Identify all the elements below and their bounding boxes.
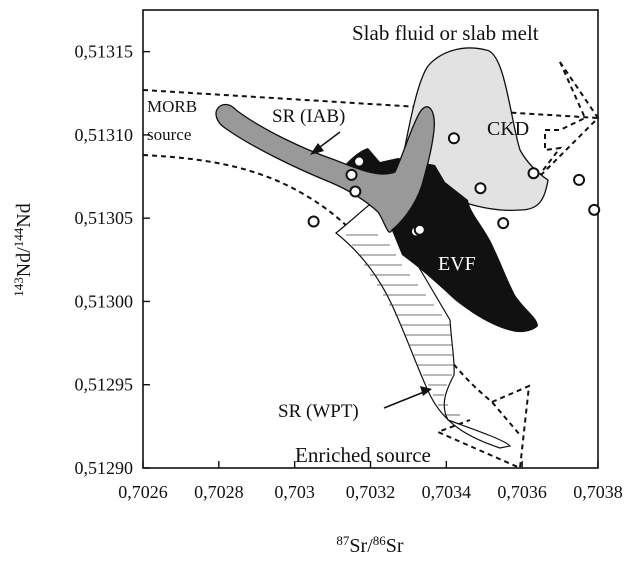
data-point xyxy=(413,223,426,236)
y-axis-label-sup1: 143 xyxy=(11,277,26,297)
axis-ticks xyxy=(142,50,599,469)
annotation-arrow-sr-iab xyxy=(310,131,341,155)
axis-tick-labels: 0,7026 0,7028 0,703 0,7032 0,7034 0,7036 0,703… xyxy=(75,42,623,502)
x-axis-label: 87Sr/86Sr xyxy=(336,533,403,558)
x-tick-label: 0,7026 xyxy=(118,482,168,502)
y-axis-label-sup2: 144 xyxy=(11,227,26,247)
data-point xyxy=(307,215,320,228)
field-regions xyxy=(142,47,600,470)
x-tick-label: 0,7036 xyxy=(497,482,547,502)
x-axis-label-sup2: 86 xyxy=(373,533,387,548)
envelope-right-arrow-dashed xyxy=(533,61,600,183)
annotation-slab: Slab fluid or slab melt xyxy=(352,21,539,45)
x-axis-label-main2: Sr xyxy=(386,535,404,557)
data-point xyxy=(588,203,601,216)
data-point xyxy=(527,167,540,180)
x-tick-label: 0,7032 xyxy=(346,482,396,502)
x-tick-label: 0,703 xyxy=(274,482,315,502)
annotation-ckd: CKD xyxy=(487,118,529,140)
sr-iab-field xyxy=(215,103,435,233)
y-tick-label: 0,51305 xyxy=(75,208,134,228)
annotation-arrow-sr-wpt xyxy=(383,386,432,409)
y-tick-label: 0,51295 xyxy=(75,375,134,395)
arrow-slab-dashed xyxy=(533,61,587,183)
y-axis-label-main2: Nd xyxy=(13,203,35,227)
annotation-morb-source: source xyxy=(147,125,191,144)
y-tick-label: 0,51315 xyxy=(75,42,134,62)
x-axis-label-main1: Sr/ xyxy=(349,535,373,557)
y-tick-label: 0,51300 xyxy=(75,291,134,311)
data-point xyxy=(447,132,460,145)
x-tick-label: 0,7028 xyxy=(194,482,244,502)
data-points xyxy=(307,132,601,238)
y-tick-label: 0,51310 xyxy=(75,125,134,145)
annotation-enriched: Enriched source xyxy=(295,443,431,467)
arrow-enriched-dashed xyxy=(435,384,531,470)
data-point xyxy=(497,217,510,230)
annotation-morb: MORB xyxy=(147,97,197,116)
y-axis-label-main1: Nd/ xyxy=(13,247,35,277)
x-tick-label: 0,7038 xyxy=(573,482,623,502)
annotation-sr-wpt: SR (WPT) xyxy=(278,401,359,422)
annotation-evf: EVF xyxy=(438,253,476,275)
x-tick-label: 0,7034 xyxy=(422,482,472,502)
data-point xyxy=(345,168,358,181)
x-axis-label-sup1: 87 xyxy=(336,533,350,548)
data-point xyxy=(573,173,586,186)
envelope-upper-dashed xyxy=(142,89,599,119)
sr-wpt-field xyxy=(335,197,512,449)
data-point xyxy=(474,182,487,195)
sr-wpt-hatch xyxy=(346,234,460,416)
y-tick-label: 0,51290 xyxy=(75,458,134,478)
data-point xyxy=(353,155,366,168)
y-axis-label: 143Nd/144Nd xyxy=(11,203,36,296)
data-point xyxy=(349,185,362,198)
annotation-sr-iab: SR (IAB) xyxy=(272,106,345,127)
